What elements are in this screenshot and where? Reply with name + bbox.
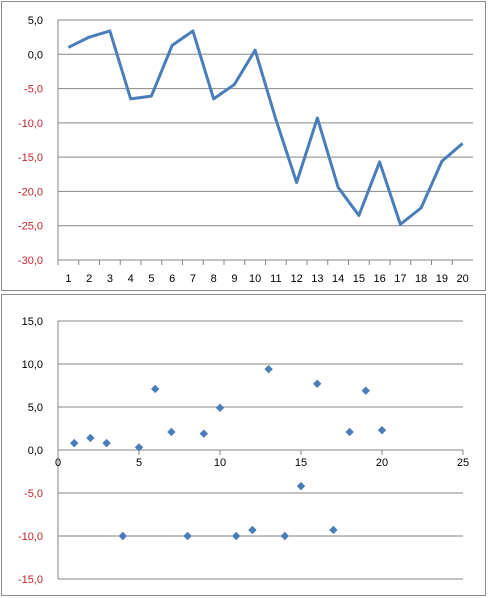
scatter-point bbox=[296, 481, 306, 491]
x-tick-label: 18 bbox=[415, 273, 427, 285]
x-tick-label: 0 bbox=[55, 457, 61, 469]
scatter-point bbox=[134, 443, 144, 452]
series-line bbox=[67, 29, 464, 226]
y-tick-label: -10,0 bbox=[18, 531, 43, 543]
x-tick-label: 20 bbox=[376, 457, 388, 469]
x-tick-label: 2 bbox=[86, 273, 92, 285]
scatter-point bbox=[377, 426, 387, 435]
x-tick-label: 8 bbox=[211, 273, 217, 285]
x-tick-label: 25 bbox=[457, 457, 469, 469]
x-tick-label: 15 bbox=[295, 457, 307, 469]
x-tick-label: 7 bbox=[190, 273, 196, 285]
y-tick-label: -15,0 bbox=[18, 152, 43, 164]
x-tick-label: 10 bbox=[249, 273, 261, 285]
y-tick-label: -15,0 bbox=[18, 574, 43, 586]
scatter-point bbox=[264, 364, 273, 374]
scatter-point bbox=[118, 531, 127, 541]
x-tick-label: 15 bbox=[353, 273, 365, 285]
x-tick-label: 5 bbox=[148, 273, 154, 285]
y-tick-label: -20,0 bbox=[18, 186, 43, 198]
x-tick-label: 10 bbox=[214, 457, 226, 469]
line-chart-panel: 5,0 0,0 -5,0 -10,0 -15,0 -20,0 -25,0 -30,0 1 2 3 4 5… bbox=[1, 1, 486, 291]
x-tick-label: 4 bbox=[128, 273, 134, 285]
x-tick-label: 19 bbox=[436, 273, 448, 285]
scatter-point bbox=[345, 427, 354, 437]
y-tick-label: -10,0 bbox=[18, 118, 43, 130]
x-tick-label: 16 bbox=[374, 273, 386, 285]
scatter-point bbox=[232, 531, 241, 541]
scatter-point bbox=[313, 379, 322, 388]
scatter-point bbox=[215, 403, 225, 413]
y-tick-label: 10,0 bbox=[22, 359, 43, 371]
scatter-point bbox=[248, 525, 257, 535]
x-tick-label: 6 bbox=[169, 273, 175, 285]
x-tick-label: 9 bbox=[231, 273, 237, 285]
line-chart: 5,00,0-5,0-10,0-15,0-20,0-25,0-30,01 2 3 4 5… bbox=[18, 15, 473, 285]
scatter-point bbox=[199, 429, 208, 438]
y-tick-label: 5,0 bbox=[28, 402, 43, 414]
x-tick-label: 12 bbox=[291, 273, 303, 285]
y-tick-label: 0,0 bbox=[28, 49, 43, 61]
scatter-point bbox=[361, 386, 370, 395]
y-tick-label: -5,0 bbox=[24, 488, 43, 500]
scatter-point bbox=[151, 384, 160, 394]
x-tick-label: 5 bbox=[136, 457, 142, 469]
scatter-point bbox=[183, 531, 192, 541]
x-tick-label: 3 bbox=[107, 273, 113, 285]
x-tick-label: 1 bbox=[65, 273, 71, 285]
x-tick-label: 20 bbox=[457, 273, 469, 285]
y-tick-label: -5,0 bbox=[24, 84, 43, 96]
scatter-point bbox=[102, 438, 111, 448]
scatter-point bbox=[280, 531, 289, 541]
y-tick-label: -25,0 bbox=[18, 221, 43, 233]
scatter-chart: 15,0 10,0 5,0 0,0 -5,0 -10,0 -15,0 0 5 10 15 20 25 bbox=[18, 316, 469, 586]
x-tick-label: 17 bbox=[394, 273, 406, 285]
y-tick-label: -30,0 bbox=[18, 255, 43, 267]
scatter-chart-panel: 15,0 10,0 5,0 0,0 -5,0 -10,0 -15,0 0 5 10 15 20 25 bbox=[1, 294, 486, 596]
y-tick-label: 5,0 bbox=[28, 15, 43, 27]
scatter-point bbox=[70, 438, 79, 448]
y-tick-label: 15,0 bbox=[22, 316, 43, 328]
x-tick-label: 14 bbox=[332, 273, 344, 285]
scatter-point bbox=[329, 525, 338, 535]
scatter-point bbox=[167, 427, 176, 437]
y-tick-label: 0,0 bbox=[28, 445, 43, 457]
scatter-point bbox=[86, 433, 95, 443]
x-tick-label: 11 bbox=[270, 273, 281, 285]
x-tick-label: 13 bbox=[311, 273, 323, 285]
